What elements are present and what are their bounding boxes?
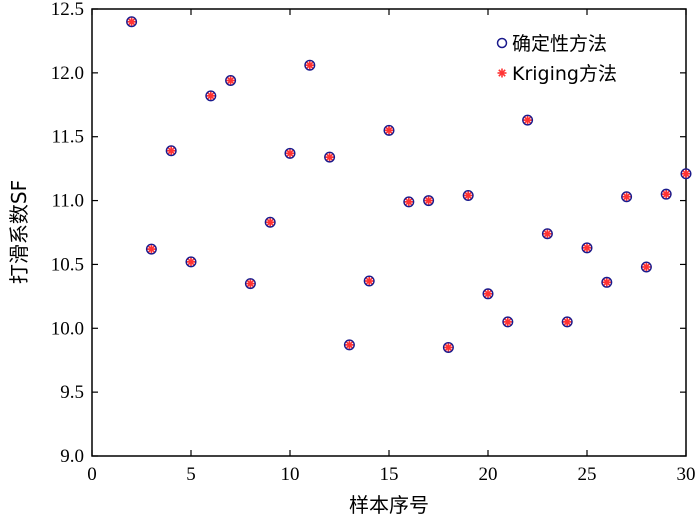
kriging-point <box>344 340 354 350</box>
y-axis-title: 打滑系数SF <box>7 180 31 284</box>
y-tick-label: 9.0 <box>60 446 84 467</box>
y-tick-label: 11.5 <box>51 127 84 148</box>
kriging-point <box>523 115 533 125</box>
data-points <box>126 16 692 353</box>
deterministic-point <box>601 276 613 288</box>
deterministic-point <box>581 242 593 254</box>
deterministic-point <box>621 191 633 203</box>
kriging-point <box>641 262 651 272</box>
x-tick-label: 5 <box>186 464 196 485</box>
deterministic-point <box>225 75 237 87</box>
deterministic-point <box>284 147 296 159</box>
kriging-point <box>206 91 216 101</box>
deterministic-point <box>640 261 652 273</box>
kriging-point <box>681 169 691 179</box>
kriging-point <box>503 317 513 327</box>
kriging-point <box>146 244 156 254</box>
kriging-point <box>542 229 552 239</box>
legend-marker-deterministic <box>496 37 508 49</box>
x-tick-label: 0 <box>87 464 97 485</box>
kriging-point <box>582 243 592 253</box>
deterministic-point <box>205 90 217 102</box>
x-tick-label: 30 <box>677 464 696 485</box>
kriging-point <box>424 196 434 206</box>
deterministic-point <box>165 145 177 157</box>
deterministic-point <box>423 195 435 207</box>
legend-label-deterministic: 确定性方法 <box>512 33 607 55</box>
legend-label-kriging: Kriging方法 <box>512 63 617 85</box>
y-tick-label: 10.0 <box>51 318 84 339</box>
deterministic-point <box>324 151 336 163</box>
x-tick-label: 15 <box>380 464 399 485</box>
kriging-point <box>186 257 196 267</box>
x-tick-label: 10 <box>281 464 300 485</box>
kriging-point <box>483 289 493 299</box>
deterministic-point <box>660 188 672 200</box>
kriging-point <box>265 217 275 227</box>
kriging-point <box>285 148 295 158</box>
deterministic-point <box>403 196 415 208</box>
x-tick-label: 25 <box>578 464 597 485</box>
kriging-point <box>602 277 612 287</box>
deterministic-point <box>145 243 157 255</box>
kriging-point <box>245 279 255 289</box>
legend-marker-kriging <box>497 68 507 78</box>
kriging-point <box>404 197 414 207</box>
x-tick-labels: 0 5 10 15 20 25 30 <box>87 464 695 485</box>
y-tick-label: 12.0 <box>51 63 84 84</box>
kriging-point <box>661 189 671 199</box>
deterministic-point <box>680 168 692 180</box>
y-tick-label: 10.5 <box>51 254 84 275</box>
kriging-point <box>463 190 473 200</box>
legend: 确定性方法 Kriging方法 <box>496 33 617 85</box>
deterministic-point <box>383 124 395 136</box>
deterministic-point <box>126 16 138 28</box>
deterministic-point <box>522 114 534 126</box>
kriging-point <box>305 60 315 70</box>
y-tick-label: 12.5 <box>51 0 84 20</box>
kriging-point <box>443 342 453 352</box>
deterministic-point <box>185 256 197 268</box>
y-tick-labels: 9.0 9.5 10.0 10.5 11.0 11.5 12.0 12.5 <box>51 0 84 467</box>
deterministic-point <box>541 228 553 240</box>
deterministic-point <box>462 189 474 201</box>
kriging-point <box>622 192 632 202</box>
deterministic-point <box>343 339 355 351</box>
deterministic-point <box>442 341 454 353</box>
kriging-point <box>127 17 137 27</box>
x-tick-label: 20 <box>479 464 498 485</box>
deterministic-point <box>482 288 494 300</box>
x-axis-title: 样本序号 <box>349 493 429 517</box>
deterministic-point <box>304 59 316 71</box>
y-tick-label: 9.5 <box>60 382 84 403</box>
kriging-point <box>226 76 236 86</box>
deterministic-point <box>244 278 256 290</box>
kriging-point <box>325 152 335 162</box>
axis-ticks <box>91 8 687 457</box>
deterministic-point <box>561 316 573 328</box>
deterministic-point <box>363 275 375 287</box>
kriging-point <box>562 317 572 327</box>
kriging-point <box>384 125 394 135</box>
kriging-point <box>364 276 374 286</box>
y-tick-label: 11.0 <box>51 191 84 212</box>
deterministic-point <box>502 316 514 328</box>
deterministic-point <box>264 216 276 228</box>
kriging-point <box>166 146 176 156</box>
